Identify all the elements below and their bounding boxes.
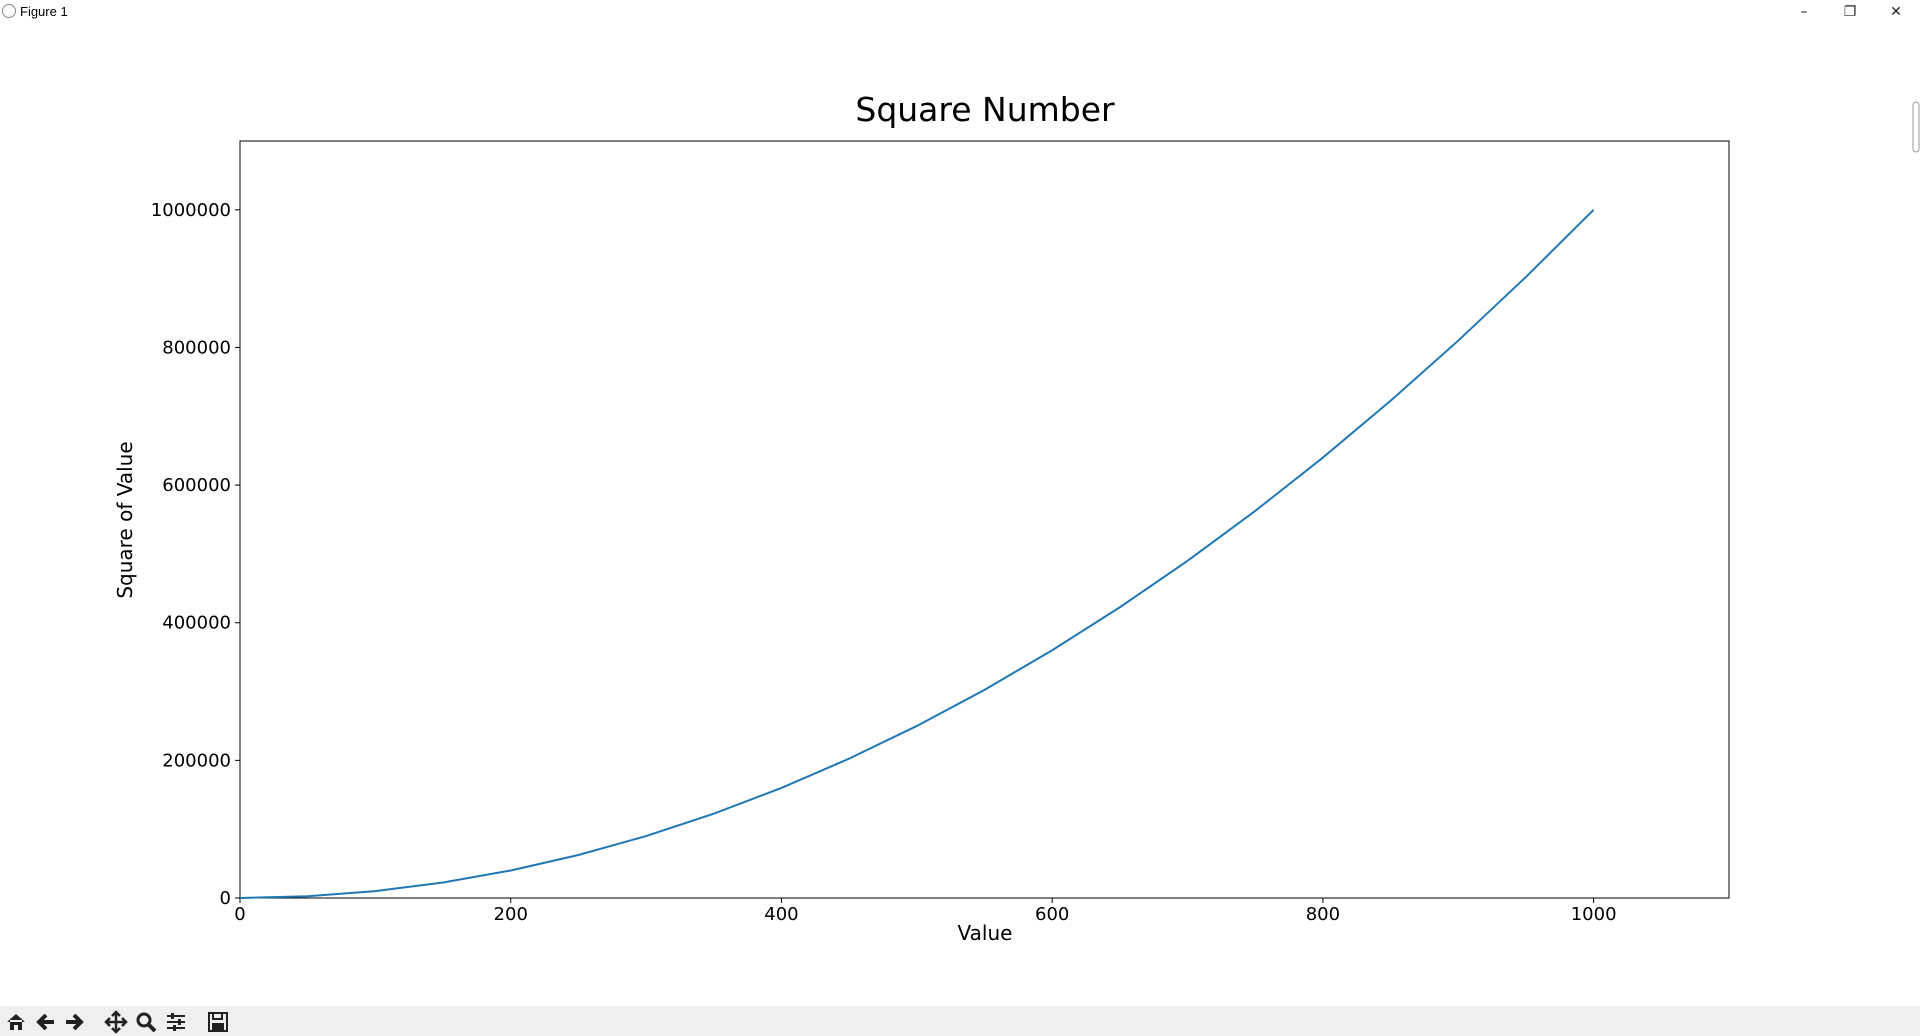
save-button[interactable] bbox=[206, 1010, 230, 1034]
scroll-indicator bbox=[1912, 101, 1920, 153]
x-tick-label: 600 bbox=[1035, 904, 1069, 925]
chart-title: Square Number bbox=[855, 90, 1115, 129]
title-bar: Figure 1 – ❐ ✕ bbox=[0, 0, 1920, 24]
x-tick-label: 1000 bbox=[1571, 904, 1617, 925]
maximize-button[interactable]: ❐ bbox=[1843, 4, 1857, 20]
back-button[interactable] bbox=[34, 1010, 58, 1034]
close-button[interactable]: ✕ bbox=[1890, 4, 1902, 20]
y-tick-label: 200000 bbox=[162, 750, 231, 771]
app-icon bbox=[2, 4, 16, 18]
toolbar bbox=[0, 1006, 1920, 1036]
y-tick-label: 400000 bbox=[162, 613, 231, 634]
y-tick-label: 0 bbox=[220, 888, 231, 909]
window-title: Figure 1 bbox=[20, 4, 68, 19]
data-line bbox=[239, 209, 1595, 899]
zoom-button[interactable] bbox=[134, 1010, 158, 1034]
y-tick-label: 1000000 bbox=[151, 200, 231, 221]
pan-button[interactable] bbox=[104, 1010, 128, 1034]
configure-button[interactable] bbox=[164, 1010, 188, 1034]
x-tick-label: 200 bbox=[494, 904, 528, 925]
y-tick-label: 800000 bbox=[162, 337, 231, 358]
minimize-button[interactable]: – bbox=[1800, 4, 1808, 20]
chart: Square Number Value Square of Value 0 200… bbox=[113, 90, 1920, 945]
x-tick-label: 0 bbox=[234, 904, 245, 925]
x-tick-label: 800 bbox=[1306, 904, 1340, 925]
x-tick-label: 400 bbox=[764, 904, 798, 925]
x-axis-label: Value bbox=[958, 921, 1013, 945]
forward-button[interactable] bbox=[62, 1010, 86, 1034]
y-tick-label: 600000 bbox=[162, 475, 231, 496]
y-axis-label: Square of Value bbox=[113, 441, 137, 598]
home-button[interactable] bbox=[4, 1010, 28, 1034]
plot-frame bbox=[239, 140, 1730, 899]
